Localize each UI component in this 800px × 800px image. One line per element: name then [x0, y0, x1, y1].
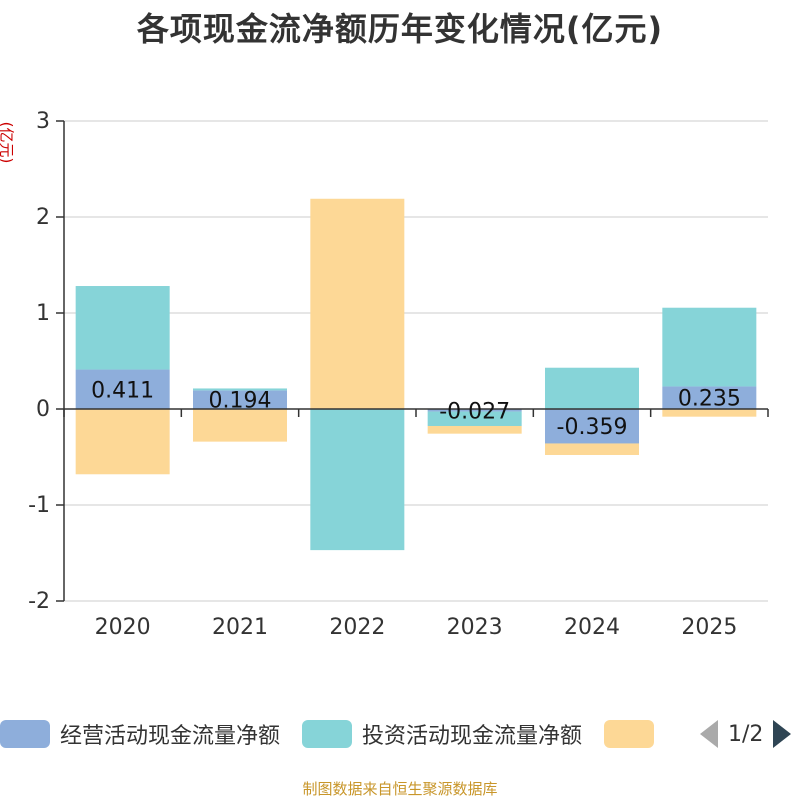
bar-s1-2025 — [662, 307, 757, 387]
bar-s2-2024 — [545, 443, 639, 455]
bar-s0-2020 — [75, 369, 170, 409]
y-tick-label: 1 — [36, 301, 50, 326]
data-label: 0.411 — [91, 378, 154, 403]
bar-s0-2021 — [193, 390, 287, 409]
x-tick-label: 2025 — [681, 615, 737, 640]
grid-lines — [64, 120, 768, 602]
pager-prev-icon[interactable] — [700, 720, 718, 748]
y-tick-label: 2 — [36, 205, 50, 230]
data-label: -0.359 — [557, 415, 628, 440]
source-note: 制图数据来自恒生聚源数据库 — [302, 780, 498, 798]
bar-s0-2024 — [545, 409, 639, 444]
bar-s1-2023 — [427, 411, 522, 426]
bar-s0-2023 — [427, 409, 522, 412]
chart-title: 各项现金流净额历年变化情况(亿元) — [136, 10, 664, 48]
legend-label-investing: 投资活动现金流量净额 — [362, 724, 583, 749]
bar-s1-2024 — [545, 367, 639, 409]
data-labels: 0.411 0.194 -0.027 -0.359 0.235 — [91, 378, 741, 440]
y-tick-label: -2 — [28, 589, 50, 614]
x-tick-label: 2022 — [329, 615, 385, 640]
bar-s2-2023 — [427, 425, 522, 434]
legend-label-operating: 经营活动现金流量净额 — [60, 724, 281, 749]
x-tick-label: 2023 — [447, 615, 503, 640]
legend-item-investing[interactable]: 投资活动现金流量净额 — [302, 718, 582, 750]
data-label: 0.194 — [209, 389, 272, 414]
legend: 经营活动现金流量净额 投资活动现金流量净额 — [0, 716, 686, 752]
y-tick-label: 3 — [36, 109, 50, 134]
pager-text: 1/2 — [728, 721, 764, 747]
pager-next-icon[interactable] — [773, 720, 792, 748]
bar-s1-2022 — [310, 409, 405, 551]
legend-swatch-operating — [0, 720, 50, 748]
axes: 3 2 1 0 -1 -2 2020 2021 2022 2023 2024 2025 — [28, 109, 769, 640]
x-tick-label: 2021 — [212, 615, 268, 640]
x-tick-label: 2024 — [564, 615, 620, 640]
data-label: -0.027 — [439, 399, 510, 424]
legend-swatch-investing — [302, 720, 353, 748]
bar-s2-2021 — [193, 409, 287, 442]
x-tick-label: 2020 — [95, 615, 151, 640]
bar-s2-2022 — [310, 198, 405, 409]
legend-pager: 1/2 — [700, 716, 792, 752]
data-label: 0.235 — [678, 387, 741, 412]
legend-swatch-third — [604, 720, 655, 748]
bar-s1-2020 — [75, 286, 170, 370]
bars — [75, 198, 757, 551]
legend-item-operating[interactable]: 经营活动现金流量净额 — [0, 718, 280, 750]
bar-s2-2025 — [662, 409, 757, 417]
bar-s1-2021 — [193, 388, 287, 391]
y-tick-label: -1 — [28, 493, 50, 518]
bar-s0-2025 — [662, 386, 757, 409]
y-tick-label: 0 — [36, 397, 50, 422]
bar-s2-2020 — [75, 409, 170, 475]
legend-item-third[interactable] — [604, 720, 664, 748]
